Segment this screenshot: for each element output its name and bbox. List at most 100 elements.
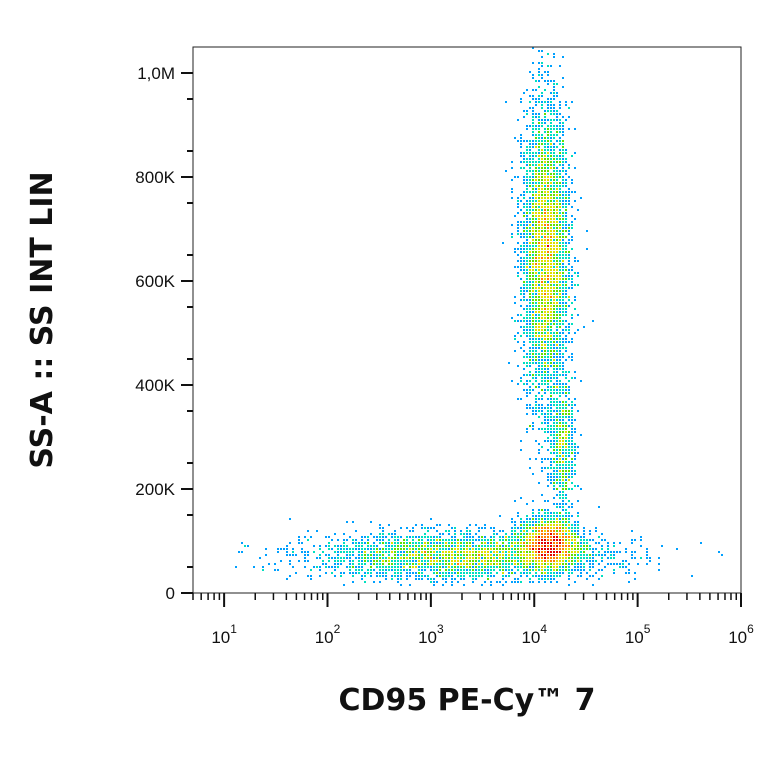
data-point bbox=[292, 554, 294, 556]
data-point bbox=[553, 353, 555, 355]
data-point bbox=[523, 227, 525, 229]
data-point bbox=[565, 536, 567, 538]
data-point bbox=[628, 572, 630, 574]
data-point bbox=[601, 545, 603, 547]
data-point bbox=[580, 488, 582, 490]
data-point bbox=[550, 224, 552, 226]
data-point bbox=[520, 527, 522, 529]
data-point bbox=[541, 176, 543, 178]
data-point bbox=[565, 278, 567, 280]
data-point bbox=[562, 452, 564, 454]
data-point bbox=[562, 191, 564, 193]
data-point bbox=[361, 566, 363, 568]
data-point bbox=[547, 353, 549, 355]
data-point bbox=[562, 392, 564, 394]
data-point bbox=[532, 341, 534, 343]
data-point bbox=[574, 551, 576, 553]
data-point bbox=[484, 563, 486, 565]
data-point bbox=[451, 566, 453, 568]
data-point bbox=[574, 128, 576, 130]
data-point bbox=[358, 548, 360, 550]
data-point bbox=[526, 149, 528, 151]
data-point bbox=[538, 215, 540, 217]
data-point bbox=[520, 143, 522, 145]
data-point bbox=[550, 152, 552, 154]
data-point bbox=[529, 425, 531, 427]
data-point bbox=[547, 278, 549, 280]
data-point bbox=[490, 548, 492, 550]
data-point bbox=[562, 413, 564, 415]
data-point bbox=[529, 287, 531, 289]
data-point bbox=[574, 473, 576, 475]
data-point bbox=[604, 551, 606, 553]
data-point bbox=[376, 551, 378, 553]
data-point bbox=[559, 101, 561, 103]
data-point bbox=[538, 524, 540, 526]
data-point bbox=[541, 545, 543, 547]
data-point bbox=[574, 257, 576, 259]
data-point bbox=[526, 209, 528, 211]
data-point bbox=[568, 536, 570, 538]
data-point bbox=[559, 383, 561, 385]
data-point bbox=[526, 569, 528, 571]
data-point bbox=[547, 566, 549, 568]
data-point bbox=[571, 524, 573, 526]
data-point bbox=[514, 248, 516, 250]
data-point bbox=[466, 533, 468, 535]
data-point bbox=[556, 233, 558, 235]
data-point bbox=[532, 209, 534, 211]
data-point bbox=[613, 554, 615, 556]
data-point bbox=[361, 545, 363, 547]
data-point bbox=[421, 563, 423, 565]
data-point bbox=[541, 398, 543, 400]
data-point bbox=[598, 563, 600, 565]
data-point bbox=[574, 530, 576, 532]
data-point bbox=[613, 563, 615, 565]
data-point bbox=[571, 422, 573, 424]
data-point bbox=[568, 272, 570, 274]
data-point bbox=[601, 539, 603, 541]
data-point bbox=[556, 290, 558, 292]
data-point bbox=[523, 527, 525, 529]
data-point bbox=[565, 287, 567, 289]
data-point bbox=[550, 194, 552, 196]
data-point bbox=[535, 377, 537, 379]
data-point bbox=[532, 203, 534, 205]
data-point bbox=[409, 557, 411, 559]
data-point bbox=[550, 410, 552, 412]
data-point bbox=[364, 536, 366, 538]
data-point bbox=[526, 125, 528, 127]
data-point bbox=[553, 368, 555, 370]
data-point bbox=[535, 344, 537, 346]
data-point bbox=[532, 344, 534, 346]
data-point bbox=[559, 278, 561, 280]
data-point bbox=[385, 542, 387, 544]
data-point bbox=[559, 107, 561, 109]
data-point bbox=[523, 542, 525, 544]
data-point bbox=[484, 566, 486, 568]
data-point bbox=[505, 170, 507, 172]
data-point bbox=[574, 299, 576, 301]
data-point bbox=[535, 575, 537, 577]
data-point bbox=[559, 392, 561, 394]
data-point bbox=[298, 539, 300, 541]
data-point bbox=[364, 563, 366, 565]
data-point bbox=[544, 305, 546, 307]
data-point bbox=[538, 185, 540, 187]
data-point bbox=[556, 539, 558, 541]
data-point bbox=[568, 164, 570, 166]
data-point bbox=[550, 248, 552, 250]
data-point bbox=[523, 374, 525, 376]
data-point bbox=[568, 305, 570, 307]
data-point bbox=[556, 221, 558, 223]
data-point bbox=[550, 128, 552, 130]
data-point bbox=[565, 152, 567, 154]
data-point bbox=[493, 536, 495, 538]
data-point bbox=[385, 578, 387, 580]
data-point bbox=[556, 305, 558, 307]
data-point bbox=[556, 392, 558, 394]
data-point bbox=[532, 62, 534, 64]
data-point bbox=[529, 158, 531, 160]
data-point bbox=[550, 212, 552, 214]
data-point bbox=[562, 458, 564, 460]
